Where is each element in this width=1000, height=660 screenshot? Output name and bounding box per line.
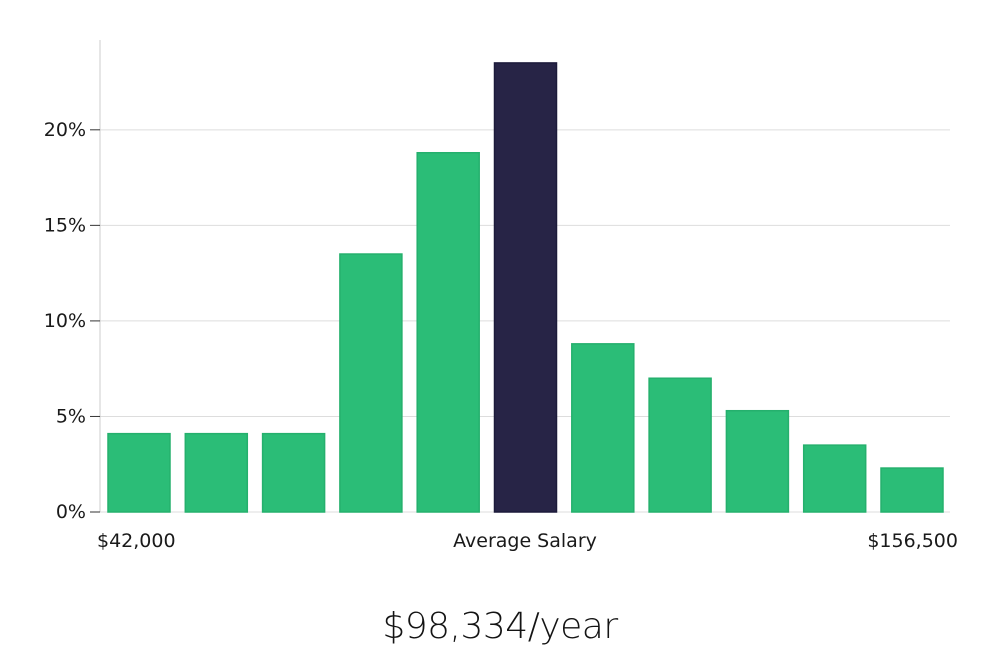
x-label-max: $156,500 — [867, 530, 958, 552]
bar — [107, 432, 171, 513]
bar — [648, 377, 712, 513]
y-tick-label: 20% — [44, 119, 86, 141]
salary-histogram: 0% 5% 10% 15% 20% $42,000 Average Salary $15… — [44, 40, 958, 552]
bar — [880, 467, 944, 513]
x-axis-labels: $42,000 Average Salary $156,500 — [97, 530, 958, 552]
bar — [184, 432, 249, 513]
bar — [416, 151, 480, 513]
x-label-min: $42,000 — [97, 530, 176, 552]
y-tick-label: 10% — [44, 310, 86, 332]
bar — [802, 444, 867, 513]
average-salary-value: $98,334/year — [382, 606, 618, 647]
y-axis: 0% 5% 10% 15% 20% — [44, 40, 101, 523]
bar-average-salary — [493, 62, 558, 513]
y-tick-label: 15% — [44, 214, 86, 236]
x-label-average: Average Salary — [453, 530, 597, 552]
bar — [261, 432, 326, 513]
bars-group — [107, 62, 944, 513]
bar — [725, 409, 790, 513]
y-tick-label: 0% — [56, 501, 86, 523]
bar — [571, 343, 635, 513]
y-tick-label: 5% — [56, 405, 86, 427]
bar — [339, 253, 403, 513]
